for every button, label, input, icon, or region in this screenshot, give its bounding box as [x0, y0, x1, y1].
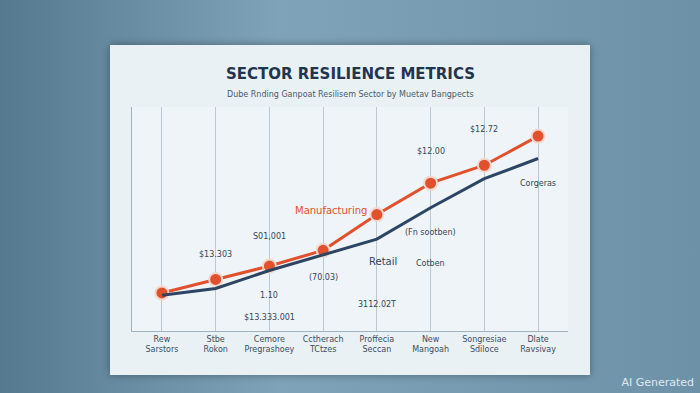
- svg-text:NewMangoah: NewMangoah: [412, 335, 449, 354]
- svg-text:StbeRokon: StbeRokon: [203, 335, 227, 354]
- svg-text:Cotben: Cotben: [416, 259, 445, 268]
- svg-text:ProffeciaSeccan: ProffeciaSeccan: [360, 335, 395, 354]
- svg-text:Corgeras: Corgeras: [520, 179, 556, 188]
- svg-text:Manufacturing: Manufacturing: [295, 205, 367, 216]
- svg-text:Retail: Retail: [369, 256, 397, 267]
- svg-text:SongresiaeSdiloce: SongresiaeSdiloce: [462, 335, 506, 354]
- svg-text:S01,001: S01,001: [253, 232, 286, 241]
- svg-text:CemorePregrashoey: CemorePregrashoey: [245, 335, 295, 354]
- svg-text:$13.333.001: $13.333.001: [244, 313, 295, 322]
- html-text:AI Generated: AI Generated: [621, 376, 694, 389]
- svg-text:1.10: 1.10: [260, 291, 278, 300]
- svg-text:Dube Rnding Ganpoat Resilisem: Dube Rnding Ganpoat Resilisem Sector by …: [227, 90, 474, 99]
- svg-text:(70.03): (70.03): [309, 273, 338, 282]
- svg-text:$13.303: $13.303: [199, 250, 232, 259]
- svg-text:3112.02T: 3112.02T: [358, 300, 396, 309]
- svg-text:$12.72: $12.72: [470, 125, 498, 134]
- svg-text:CctherachTCtzes: CctherachTCtzes: [303, 335, 344, 354]
- svg-text:$12.00: $12.00: [417, 147, 445, 156]
- svg-text:DlateRavsivay: DlateRavsivay: [520, 335, 556, 354]
- svg-text:(Fn sootben): (Fn sootben): [405, 228, 456, 237]
- svg-text:RewSarstors: RewSarstors: [145, 335, 178, 354]
- svg-text:SECTOR RESILIENCE METRICS: SECTOR RESILIENCE METRICS: [226, 65, 475, 83]
